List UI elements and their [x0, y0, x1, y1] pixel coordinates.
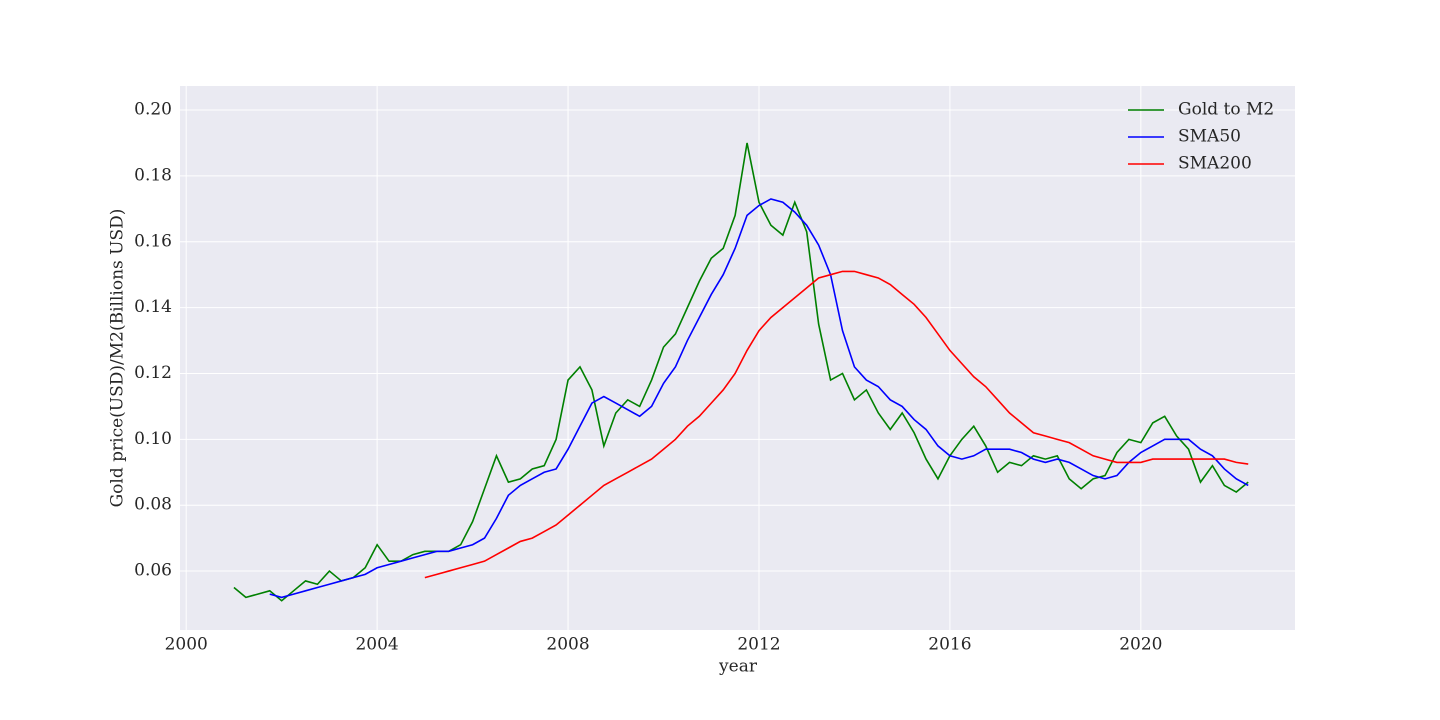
x-axis-label: year	[718, 657, 758, 677]
x-tick-label: 2012	[737, 635, 780, 655]
x-tick-label: 2020	[1119, 635, 1162, 655]
legend-label: Gold to M2	[1178, 100, 1274, 120]
y-tick-label: 0.20	[134, 100, 172, 120]
series-line	[424, 270, 1249, 579]
series-line	[269, 198, 1249, 599]
x-tick-label: 2008	[546, 635, 589, 655]
y-tick-label: 0.14	[134, 297, 172, 317]
plot-area	[180, 86, 1295, 630]
y-tick-label: 0.08	[134, 495, 172, 515]
y-tick-label: 0.06	[134, 561, 172, 581]
y-tick-label: 0.18	[134, 165, 172, 185]
x-tick-label: 2004	[355, 635, 398, 655]
legend-label: SMA200	[1178, 154, 1252, 174]
x-tick-label: 2000	[165, 635, 208, 655]
legend-label: SMA50	[1178, 127, 1241, 147]
x-tick-label: 2016	[928, 635, 971, 655]
y-tick-label: 0.10	[134, 429, 172, 449]
y-axis-label: Gold price(USD)/M2(Billions USD)	[108, 209, 128, 508]
y-tick-label: 0.16	[134, 231, 172, 251]
y-tick-label: 0.12	[134, 363, 172, 383]
